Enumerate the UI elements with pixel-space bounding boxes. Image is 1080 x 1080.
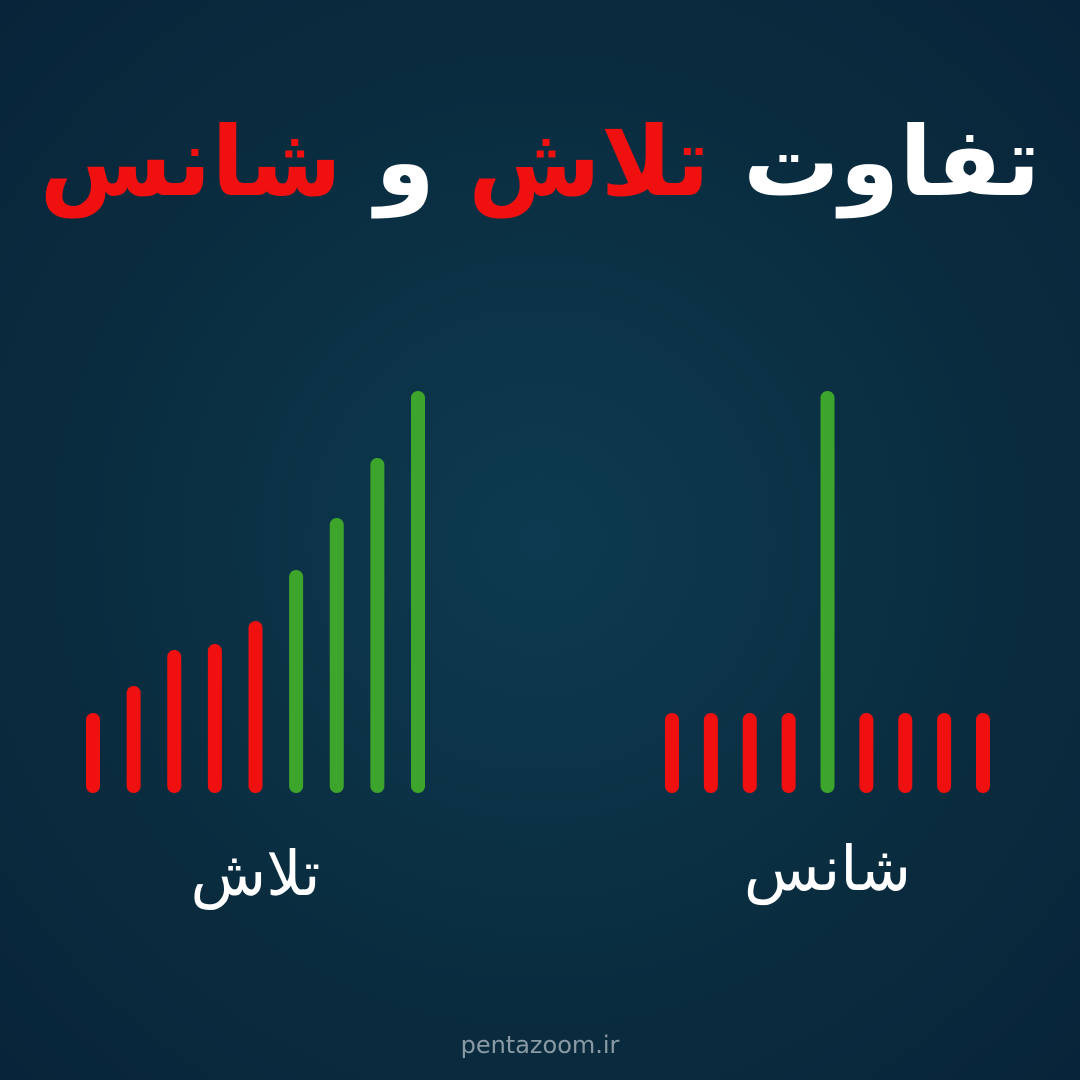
footer: pentazoom.ir <box>461 1031 620 1059</box>
bar <box>703 713 718 793</box>
bar <box>937 713 952 793</box>
bar <box>820 391 835 793</box>
bar <box>289 570 304 793</box>
bar <box>859 713 874 793</box>
bar <box>898 713 913 793</box>
title-part: تلاش <box>468 106 709 218</box>
bar <box>248 621 263 793</box>
chart-label: شانس <box>744 832 911 905</box>
title-part: تفاوت <box>743 106 1040 219</box>
bar <box>329 518 344 793</box>
title-part: و <box>371 106 435 219</box>
bar <box>86 713 100 793</box>
title-part: شانس <box>40 106 342 218</box>
bar <box>370 458 385 793</box>
bar <box>665 713 679 793</box>
chart-label: تلاش <box>191 837 321 910</box>
title: تفاوت تلاش و شانس <box>40 106 1041 219</box>
bar <box>781 713 796 793</box>
bar <box>742 713 757 793</box>
bar <box>167 650 182 793</box>
bar <box>976 713 990 793</box>
bar <box>207 644 222 793</box>
bar <box>126 686 141 793</box>
bar <box>411 391 425 793</box>
